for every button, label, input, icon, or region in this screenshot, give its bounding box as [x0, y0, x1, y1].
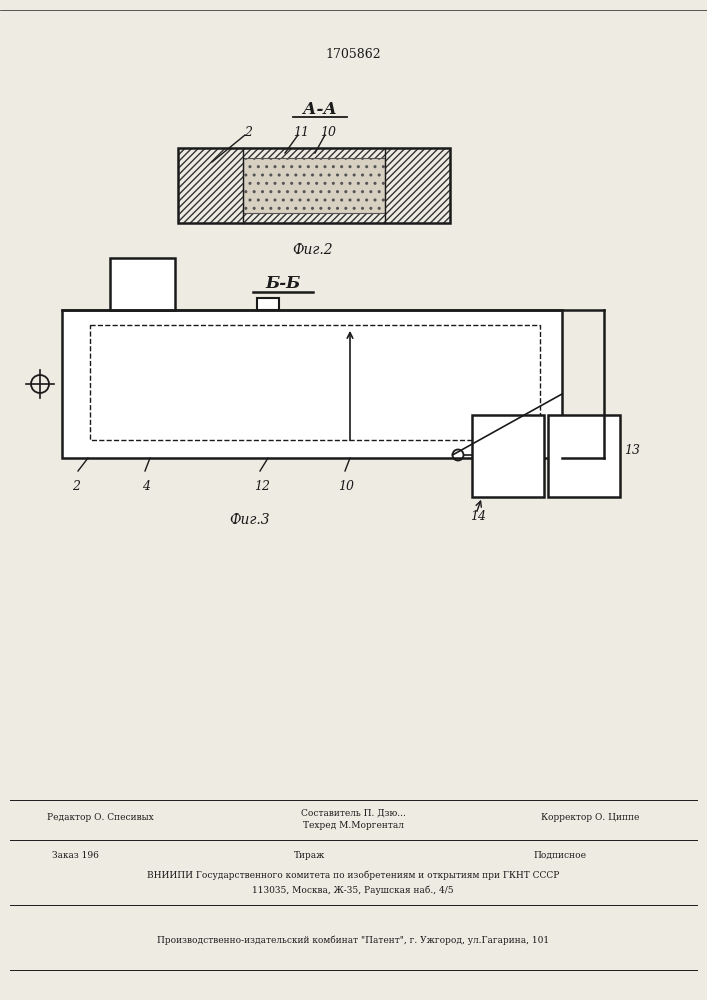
Bar: [243, 158, 385, 213]
Bar: [110, 258, 175, 310]
Bar: [548, 415, 620, 497]
Text: Техред М.Моргентал: Техред М.Моргентал: [303, 820, 404, 830]
Text: 2: 2: [244, 125, 252, 138]
Text: 4: 4: [142, 480, 150, 493]
Text: Редактор О. Спесивых: Редактор О. Спесивых: [47, 814, 153, 822]
Text: 14: 14: [470, 510, 486, 524]
Text: 10: 10: [338, 480, 354, 493]
Text: Фиг.2: Фиг.2: [293, 243, 333, 257]
Bar: [62, 310, 562, 458]
Bar: [257, 298, 279, 310]
Text: 1705862: 1705862: [325, 48, 381, 62]
Text: Б-Б: Б-Б: [265, 274, 300, 292]
Bar: [178, 148, 450, 223]
Text: ВНИИПИ Государственного комитета по изобретениям и открытиям при ГКНТ СССР: ВНИИПИ Государственного комитета по изоб…: [147, 870, 559, 880]
Text: 10: 10: [320, 125, 336, 138]
Text: Производственно-издательский комбинат "Патент", г. Ужгород, ул.Гагарина, 101: Производственно-издательский комбинат "П…: [157, 935, 549, 945]
Text: 11: 11: [293, 125, 309, 138]
Text: 2: 2: [72, 480, 80, 493]
Text: А-А: А-А: [303, 102, 337, 118]
Text: Тираж: Тираж: [294, 850, 326, 859]
Text: Корректор О. Циппе: Корректор О. Циппе: [541, 814, 639, 822]
Bar: [178, 148, 450, 223]
Text: Заказ 196: Заказ 196: [52, 850, 98, 859]
Bar: [90, 325, 540, 440]
Text: Составитель П. Дзю...: Составитель П. Дзю...: [300, 808, 405, 818]
Text: Подписное: Подписное: [534, 850, 587, 859]
Bar: [472, 415, 544, 497]
Text: 13: 13: [624, 444, 640, 456]
Text: 113035, Москва, Ж-35, Раушская наб., 4/5: 113035, Москва, Ж-35, Раушская наб., 4/5: [252, 885, 454, 895]
Text: 12: 12: [254, 480, 270, 493]
Text: Фиг.3: Фиг.3: [230, 513, 270, 527]
